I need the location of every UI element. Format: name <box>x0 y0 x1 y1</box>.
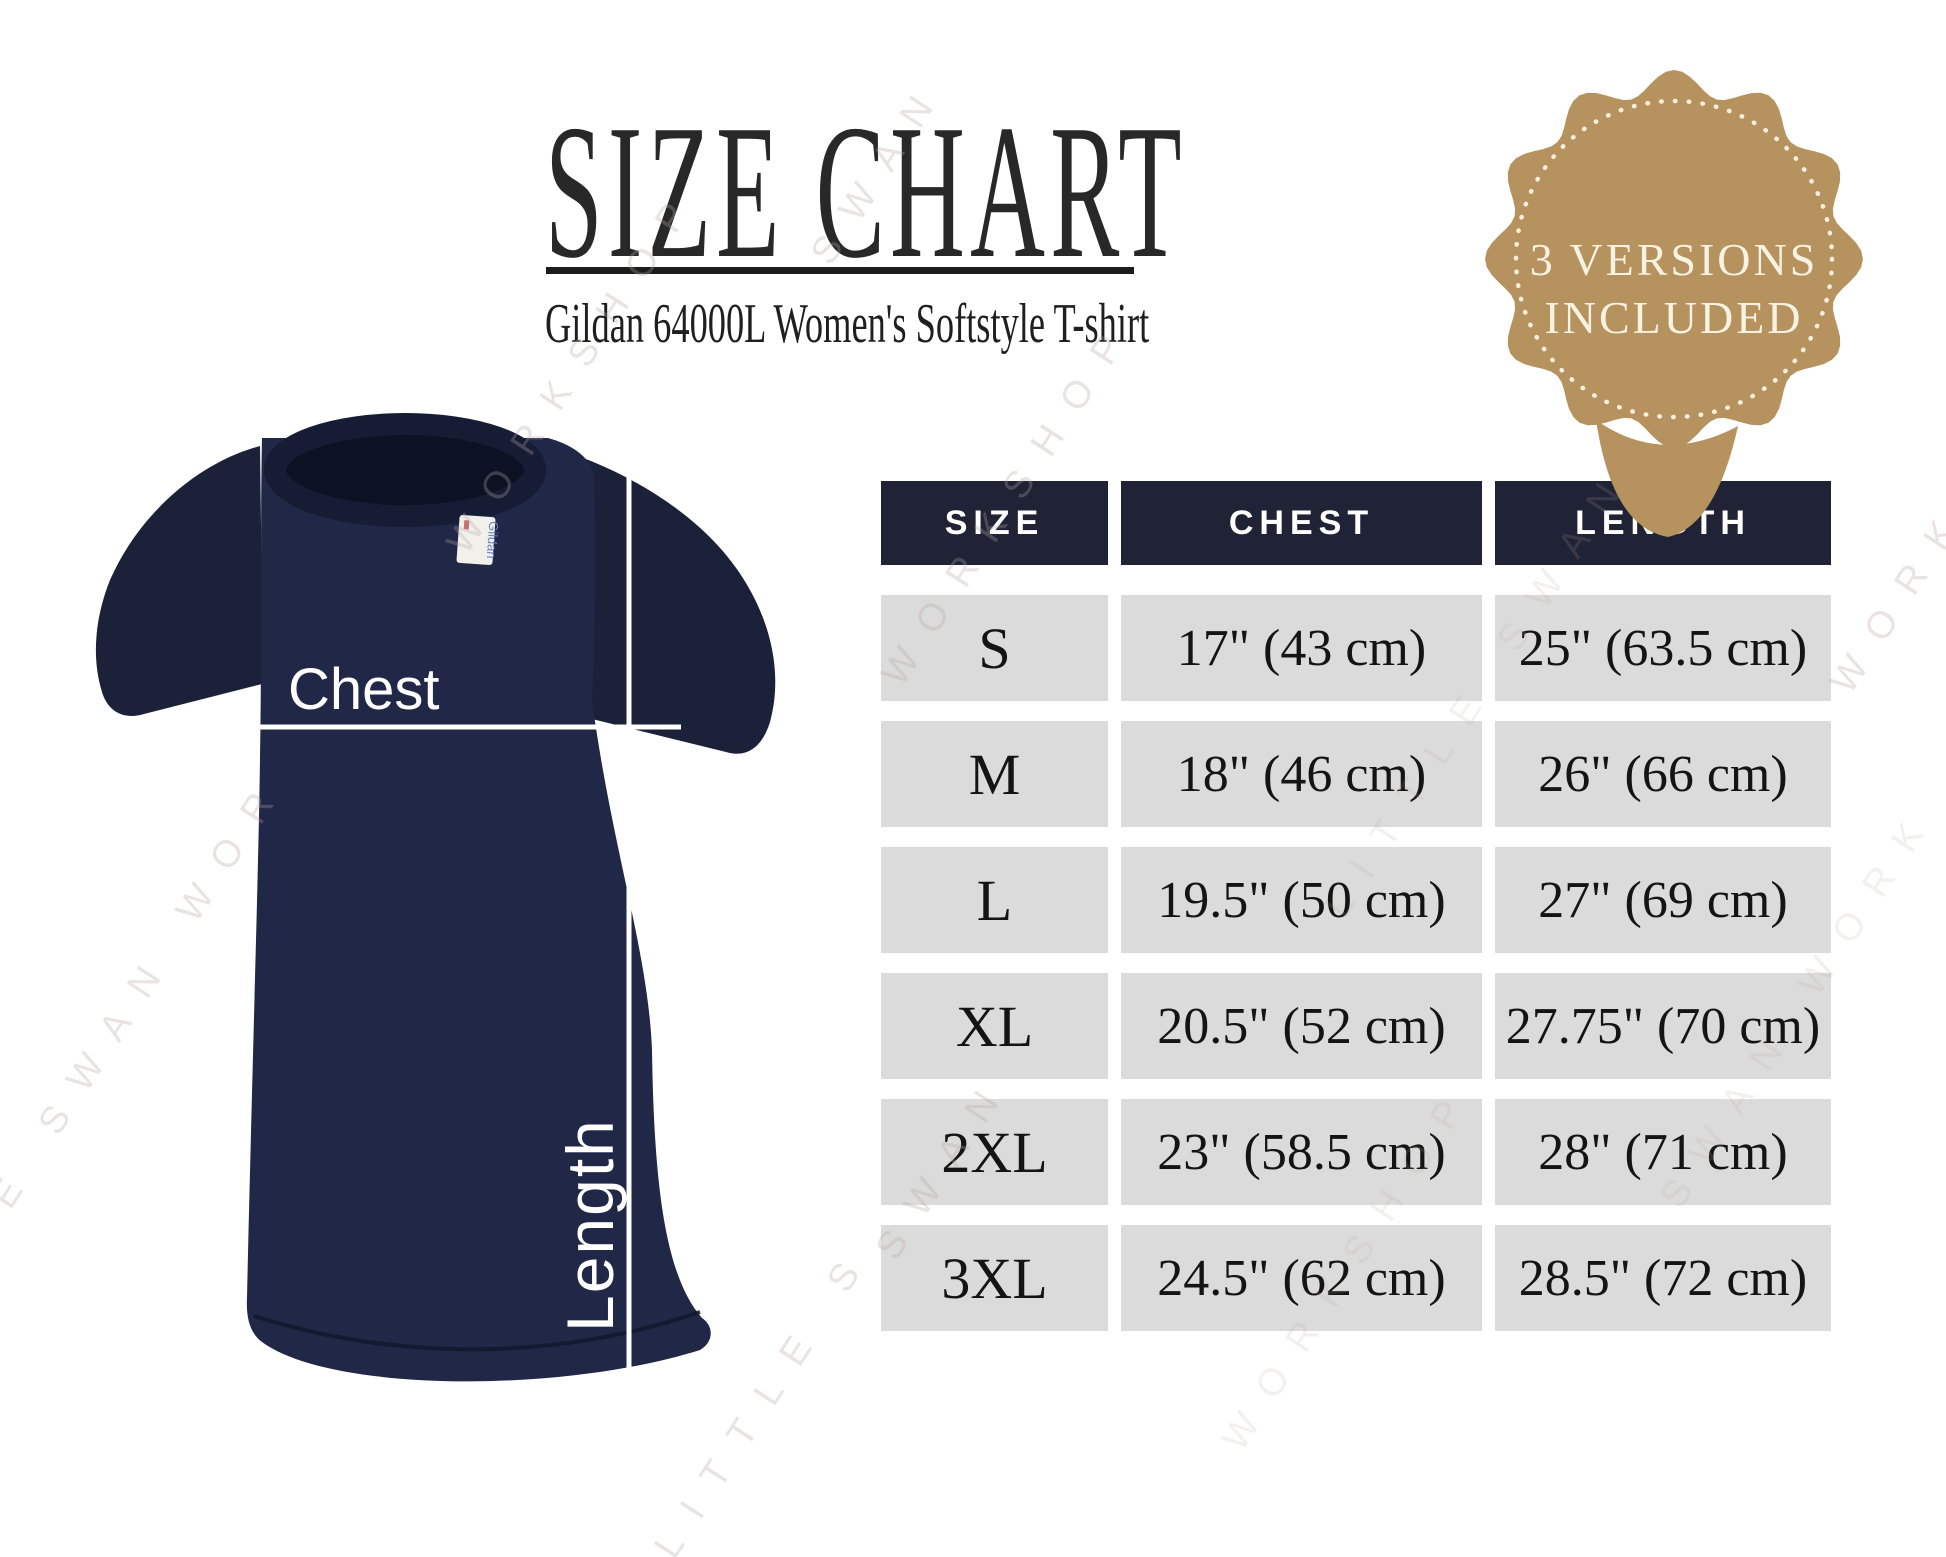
cell-length: 25" (63.5 cm) <box>1495 595 1831 701</box>
header-cell-size: SIZE <box>881 481 1108 565</box>
size-table: SIZE CHEST LENGTH S 17" (43 cm) 25" (63.… <box>881 481 1831 1331</box>
chest-label: Chest <box>288 657 440 722</box>
cell-size: 3XL <box>881 1225 1108 1331</box>
tshirt-neck-tag: Gildan <box>456 515 502 565</box>
header-cell-chest: CHEST <box>1121 481 1482 565</box>
tshirt-left-sleeve <box>95 446 262 716</box>
table-header-row: SIZE CHEST LENGTH <box>881 481 1831 565</box>
badge-text-line2: INCLUDED <box>1544 292 1803 343</box>
title-underline <box>546 267 1134 274</box>
cell-length: 26" (66 cm) <box>1495 721 1831 827</box>
tshirt-collar <box>264 413 546 527</box>
cell-chest: 19.5" (50 cm) <box>1121 847 1482 953</box>
cell-length: 27" (69 cm) <box>1495 847 1831 953</box>
badge-text-line1: 3 VERSIONS <box>1530 234 1819 285</box>
badge-drip <box>1596 420 1738 537</box>
tshirt-body <box>246 438 711 1382</box>
cell-size: 2XL <box>881 1099 1108 1205</box>
cell-size: L <box>881 847 1108 953</box>
cell-length: 28.5" (72 cm) <box>1495 1225 1831 1331</box>
cell-length: 27.75" (70 cm) <box>1495 973 1831 1079</box>
versions-badge: 3 VERSIONS INCLUDED <box>1485 70 1863 537</box>
cell-chest: 17" (43 cm) <box>1121 595 1482 701</box>
length-label: Length <box>553 1118 627 1332</box>
cell-length: 28" (71 cm) <box>1495 1099 1831 1205</box>
badge-seal-icon <box>1485 70 1863 448</box>
page-title: SIZE CHART <box>545 85 1187 298</box>
cell-size: S <box>881 595 1108 701</box>
cell-chest: 18" (46 cm) <box>1121 721 1482 827</box>
hem-stitch-line <box>253 1310 701 1352</box>
badge-dotted-ring-icon <box>1513 98 1835 420</box>
table-body: S 17" (43 cm) 25" (63.5 cm) M 18" (46 cm… <box>881 595 1831 1331</box>
cell-chest: 23" (58.5 cm) <box>1121 1099 1482 1205</box>
cell-size: XL <box>881 973 1108 1079</box>
cell-chest: 24.5" (62 cm) <box>1121 1225 1482 1331</box>
cell-size: M <box>881 721 1108 827</box>
page-subtitle: Gildan 64000L Women's Softstyle T-shirt <box>545 293 1150 355</box>
tag-brand-text: Gildan <box>484 521 502 560</box>
tshirt-right-sleeve <box>548 446 776 754</box>
cell-chest: 20.5" (52 cm) <box>1121 973 1482 1079</box>
